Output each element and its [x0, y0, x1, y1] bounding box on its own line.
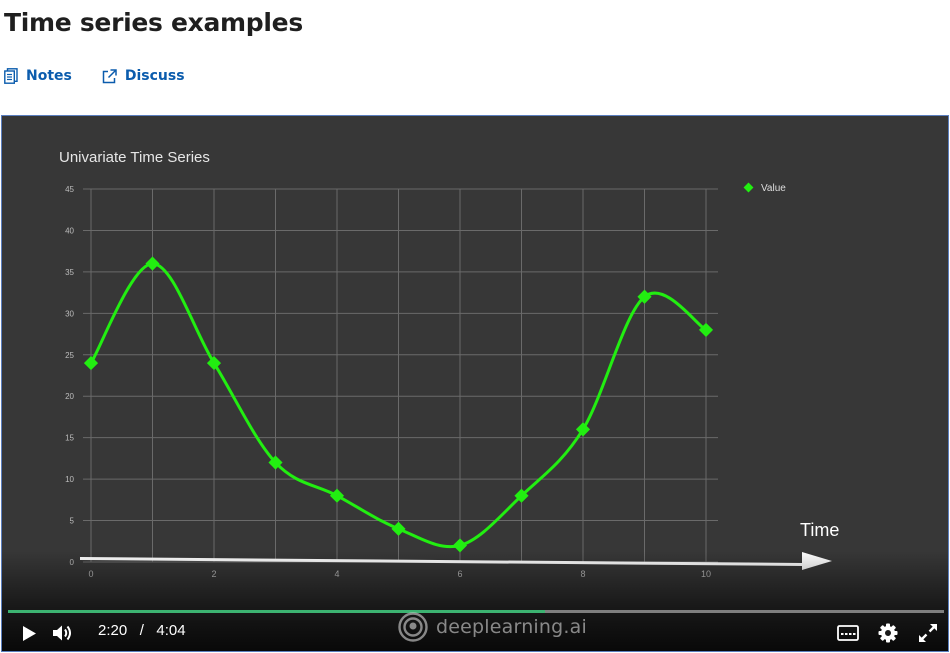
y-tick-label: 45 — [65, 185, 74, 194]
data-point — [514, 488, 529, 503]
gear-icon — [878, 623, 898, 643]
y-tick-label: 25 — [65, 351, 74, 360]
data-point — [83, 355, 99, 371]
time-annotation: Time — [800, 520, 839, 540]
duration: 4:04 — [156, 622, 186, 639]
volume-button[interactable] — [50, 621, 76, 645]
y-tick-label: 30 — [65, 309, 74, 318]
play-button[interactable] — [16, 622, 42, 644]
data-point — [329, 488, 345, 503]
chart-title: Univariate Time Series — [59, 149, 210, 166]
legend-label: Value — [761, 183, 786, 194]
discuss-link-label: Discuss — [124, 68, 185, 84]
lesson-links: Notes Discuss — [4, 68, 185, 84]
y-tick-label: 10 — [65, 475, 74, 484]
data-point — [575, 422, 591, 437]
data-point — [268, 455, 283, 470]
time-separator-slash: / — [139, 622, 144, 639]
data-point — [452, 538, 468, 553]
data-point — [206, 355, 222, 371]
y-tick-label: 5 — [70, 517, 75, 526]
progress-fill — [8, 610, 546, 613]
captions-icon — [837, 625, 859, 641]
fullscreen-button[interactable] — [916, 621, 940, 645]
notes-link-label: Notes — [26, 68, 72, 84]
video-player[interactable]: Univariate Time Series 05101520253035404… — [1, 115, 949, 652]
current-time: 2:20 — [98, 622, 128, 639]
controls-background — [2, 551, 948, 651]
settings-button[interactable] — [876, 621, 900, 645]
y-tick-label: 35 — [65, 268, 74, 277]
discuss-link[interactable]: Discuss — [102, 68, 185, 84]
volume-icon — [53, 625, 71, 641]
fullscreen-icon — [919, 624, 937, 642]
y-tick-label: 15 — [65, 434, 74, 443]
notes-link[interactable]: Notes — [4, 68, 72, 84]
y-tick-label: 20 — [65, 392, 74, 401]
time-gap — [144, 622, 152, 639]
page-title: Time series examples — [4, 8, 303, 37]
progress-bar[interactable] — [8, 610, 944, 613]
notes-icon — [4, 68, 18, 84]
legend-marker — [743, 182, 754, 193]
legend: Value — [743, 182, 786, 194]
data-point — [145, 256, 160, 271]
time-separator — [131, 622, 139, 639]
play-icon — [23, 625, 36, 641]
y-tick-label: 40 — [65, 226, 74, 235]
data-point — [391, 521, 406, 536]
chart-grid — [83, 188, 718, 563]
data-point — [637, 289, 652, 304]
y-tick-labels: 051015202530354045 — [65, 185, 74, 567]
external-link-icon — [102, 68, 117, 83]
captions-button[interactable] — [836, 622, 860, 644]
series-points — [83, 256, 714, 553]
brand-text: deeplearning.ai — [436, 616, 587, 638]
brand-watermark: deeplearning.ai — [398, 612, 587, 642]
time-display: 2:20 / 4:04 — [98, 622, 186, 639]
deeplearning-logo-icon — [398, 612, 428, 642]
data-point — [698, 322, 714, 337]
